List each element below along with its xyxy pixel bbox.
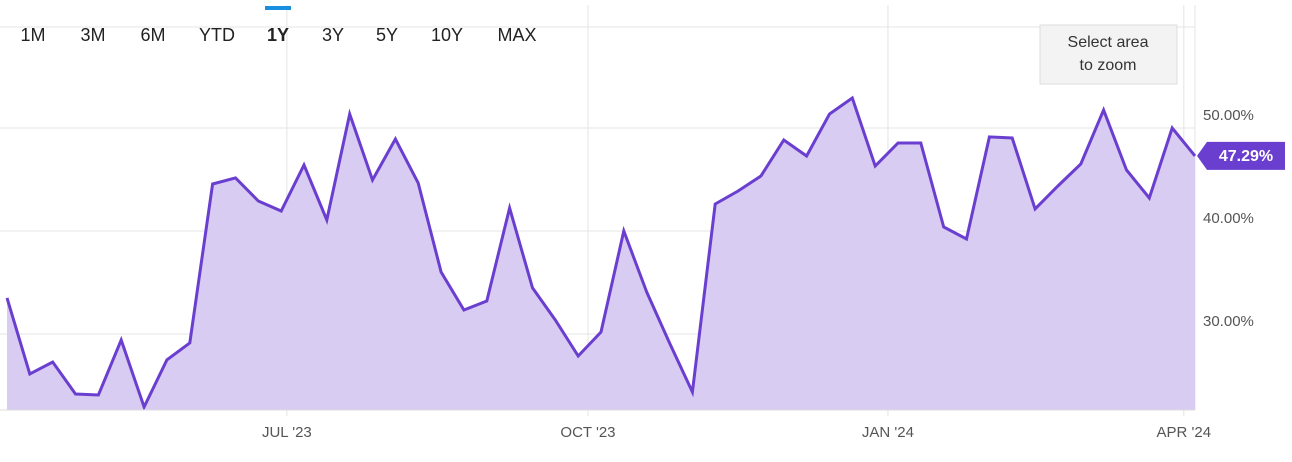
zoom-hint-line: to zoom bbox=[1080, 57, 1137, 74]
range-button[interactable]: 1Y bbox=[267, 25, 289, 45]
range-button[interactable]: 1M bbox=[20, 25, 45, 45]
y-tick-label: 50.00% bbox=[1203, 107, 1254, 124]
x-tick-label: APR '24 bbox=[1157, 424, 1212, 441]
range-button[interactable]: 3M bbox=[80, 25, 105, 45]
range-button: MAX bbox=[497, 25, 536, 45]
area-fill bbox=[7, 98, 1195, 410]
x-tick-label: JUL '23 bbox=[262, 424, 312, 441]
zoom-hint: Select area to zoom bbox=[1039, 24, 1178, 85]
zoom-hint-box bbox=[1039, 24, 1178, 85]
range-button[interactable]: YTD bbox=[199, 25, 235, 45]
range-button[interactable]: 3Y bbox=[322, 25, 344, 45]
last-value-label: 47.29% bbox=[1219, 148, 1273, 165]
range-button[interactable]: 6M bbox=[140, 25, 165, 45]
zoom-hint-line: Select area bbox=[1068, 34, 1149, 51]
range-button: 10Y bbox=[431, 25, 463, 45]
range-button[interactable]: 5Y bbox=[376, 25, 398, 45]
y-tick-label: 30.00% bbox=[1203, 313, 1254, 330]
last-value-badge bbox=[1197, 141, 1285, 170]
x-tick-label: JAN '24 bbox=[862, 424, 914, 441]
x-tick-label: OCT '23 bbox=[560, 424, 615, 441]
active-indicator bbox=[265, 6, 291, 10]
y-tick-label: 40.00% bbox=[1203, 210, 1254, 227]
line bbox=[5, 95, 1197, 411]
